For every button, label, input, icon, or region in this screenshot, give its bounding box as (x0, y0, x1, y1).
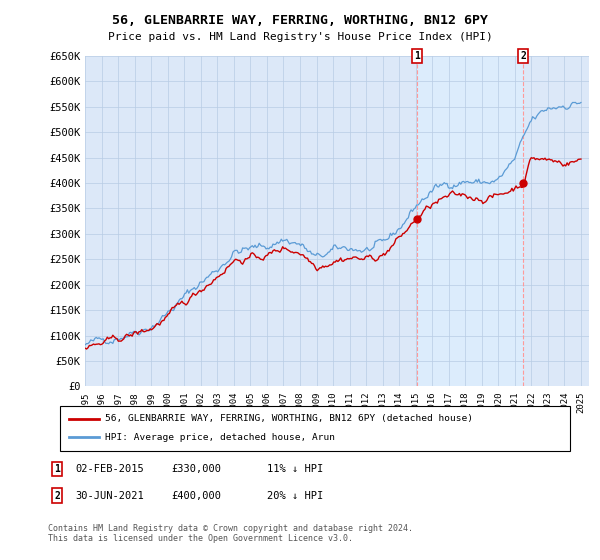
Text: 11% ↓ HPI: 11% ↓ HPI (267, 464, 323, 474)
Text: 1: 1 (54, 464, 60, 474)
Text: 30-JUN-2021: 30-JUN-2021 (75, 491, 144, 501)
Text: Contains HM Land Registry data © Crown copyright and database right 2024.
This d: Contains HM Land Registry data © Crown c… (48, 524, 413, 543)
Bar (417, 56, 523, 386)
Text: 56, GLENBARRIE WAY, FERRING, WORTHING, BN12 6PY: 56, GLENBARRIE WAY, FERRING, WORTHING, B… (112, 14, 488, 27)
Text: 2: 2 (54, 491, 60, 501)
Text: £330,000: £330,000 (171, 464, 221, 474)
Text: 56, GLENBARRIE WAY, FERRING, WORTHING, BN12 6PY (detached house): 56, GLENBARRIE WAY, FERRING, WORTHING, B… (105, 414, 473, 423)
Text: £400,000: £400,000 (171, 491, 221, 501)
Text: 02-FEB-2015: 02-FEB-2015 (75, 464, 144, 474)
Text: 20% ↓ HPI: 20% ↓ HPI (267, 491, 323, 501)
Text: HPI: Average price, detached house, Arun: HPI: Average price, detached house, Arun (105, 433, 335, 442)
Text: 1: 1 (414, 51, 420, 61)
Text: Price paid vs. HM Land Registry's House Price Index (HPI): Price paid vs. HM Land Registry's House … (107, 32, 493, 43)
Text: 2: 2 (520, 51, 526, 61)
